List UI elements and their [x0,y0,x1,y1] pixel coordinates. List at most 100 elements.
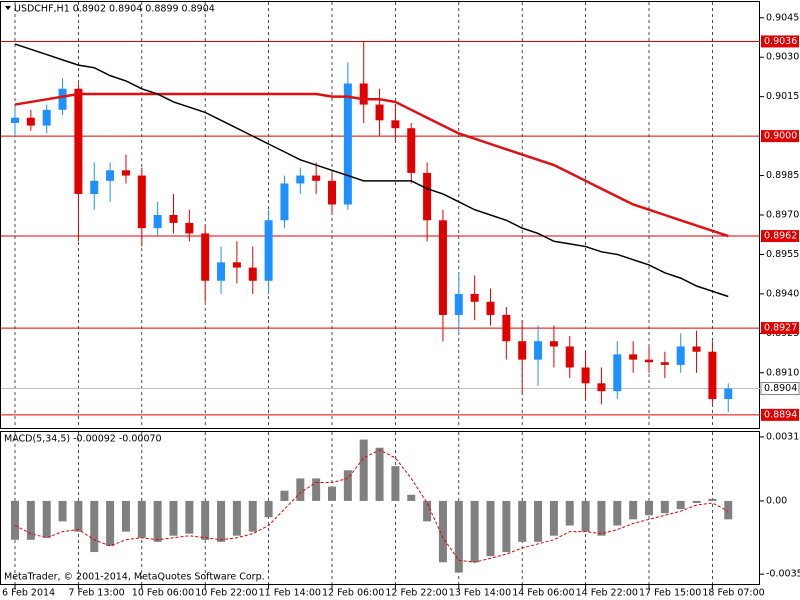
macd-bar [502,500,511,553]
moving-average [14,43,729,298]
level-label-box [761,130,799,143]
candle-body [74,88,83,194]
level-label-box [761,230,799,243]
current-price-box [760,382,800,396]
macd-bar [137,500,146,538]
candle-body [264,220,273,281]
macd-bar [629,500,638,520]
candle-body [343,83,352,205]
candle-body [391,120,400,129]
candle-body [534,341,543,360]
level-label: 0.8927 [764,323,797,334]
macd-bar [90,500,99,553]
x-tick-label: 12 Feb 06:00 [322,588,384,599]
level-label-box [761,35,799,48]
candle-body [375,104,384,121]
macd-bar [201,500,210,540]
macd-bar [217,500,226,542]
candle-body [328,180,336,205]
candle-body [106,170,115,181]
candle-body [470,293,479,302]
macd-bar [423,500,432,522]
y-tick-label: 0.8910 [766,367,799,378]
macd-header: MACD(5,34,5) -0.00092 -0.00070 [4,434,162,445]
macd-bar [375,447,384,501]
macd-bar [581,500,590,532]
level-label-box [761,322,799,335]
macd-bar [42,500,51,538]
macd-bar [121,500,130,532]
macd-bar [248,500,257,532]
main-panel-frame [0,1,760,429]
candle-body [169,215,178,223]
macd-bar [106,500,115,546]
candle-body [296,175,305,184]
y-tick-label: 0.9030 [766,52,799,63]
candle-body [708,351,717,400]
macd-bar [565,500,574,526]
candle-body [137,175,146,229]
candle-body [438,220,447,315]
candle-body [454,293,463,315]
macd-bar [724,500,733,520]
y-tick-label: 0.9045 [766,12,799,23]
x-tick-label: 13 Feb 14:00 [449,588,511,599]
candle-body [549,341,558,347]
y-tick-label: 0.8970 [766,210,799,221]
candle-body [153,215,162,229]
candle-body [518,341,527,360]
candle-body [280,183,289,221]
macd-bar [153,500,162,542]
menu-icon[interactable] [5,6,11,10]
candle-body [613,354,622,392]
y-tick-label: 0.8955 [766,249,799,260]
macd-bar [470,500,479,563]
macd-bar [708,498,717,501]
candle-body [629,354,638,360]
macd-bar [312,478,321,501]
candle-body [232,262,241,268]
candle-body [597,383,606,392]
x-tick-label: 7 Feb 13:00 [68,588,124,599]
x-tick-label: 14 Feb 06:00 [512,588,574,599]
macd-bar [645,500,653,516]
y-tick-label: 0.8985 [766,170,799,181]
candle-body [26,117,35,126]
macd-bar [58,500,67,522]
macd-bar [407,494,416,501]
macd-bar [296,478,305,501]
candle-body [217,262,226,281]
macd-bar [359,439,368,501]
candle-body [645,359,653,363]
x-tick-label: 11 Feb 14:00 [259,588,321,599]
candle-body [58,88,67,110]
candle-body [407,128,416,173]
y-tick-label: 0.9015 [766,91,799,102]
candle-body [423,172,432,221]
candle-body [486,301,495,315]
candle-body [185,222,194,234]
macd-bar [549,500,558,536]
macd-bar [11,500,19,540]
x-tick-label: 18 Feb 07:00 [702,588,764,599]
candle-body [565,346,574,368]
candle-body [42,109,51,126]
macd-bar [232,500,241,536]
macd-panel-frame [0,431,760,585]
macd-bar [185,500,194,534]
macd-bar [343,470,352,501]
candle-body [692,346,701,352]
macd-bar [597,500,606,536]
macd-bar [264,500,273,518]
y-tick-label: 0.8940 [766,288,799,299]
macd-bar [676,500,685,510]
moving-average [14,92,729,238]
x-tick-label: 6 Feb 2014 [2,588,55,599]
macd-bar [280,490,289,501]
y-tick-label: -0.00358 [766,569,800,580]
candle-body [581,367,590,384]
macd-bar [169,500,178,536]
macd-bar [660,500,669,514]
y-tick-label: 0.00313 [766,431,800,442]
